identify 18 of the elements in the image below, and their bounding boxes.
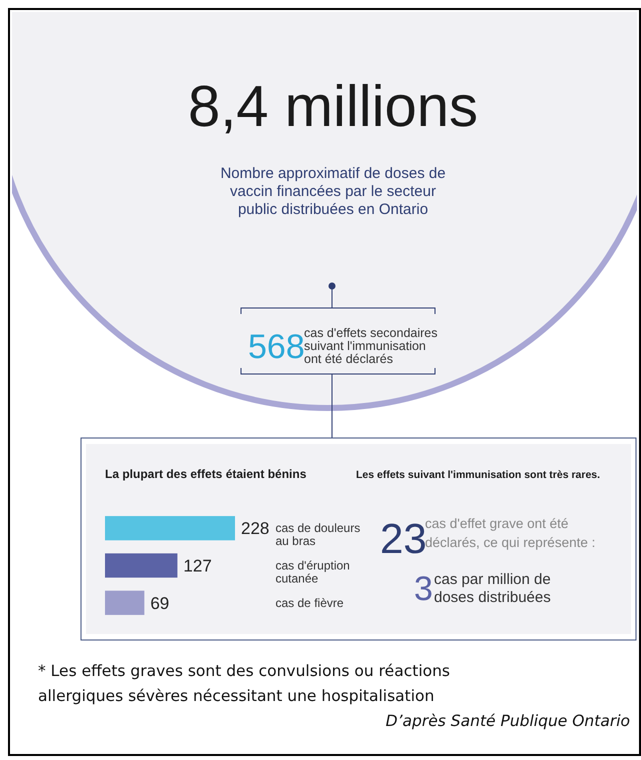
- chart-title: La plupart des effets étaient bénins: [105, 467, 307, 481]
- text: 568: [248, 328, 305, 366]
- data-label: 69: [150, 594, 170, 613]
- text: cas d'effets secondaires suivant l'immunisation ont été déclarés: [304, 326, 438, 366]
- text: D’après Santé Publique Ontario: [386, 712, 630, 730]
- text: * Les effets graves sont des convulsions ou réactions allergiques sévères nécessitant une hospitalisation: [38, 662, 450, 705]
- data-label: 127: [183, 556, 212, 576]
- text: cas par million de doses distribuées: [434, 571, 551, 606]
- text: 8,4 millions: [188, 74, 478, 139]
- y-tick-label: cas de fièvre: [276, 596, 344, 610]
- text: Les effets suivant l'immunisation sont très rares.: [356, 469, 600, 481]
- text: 23: [380, 515, 427, 562]
- text: Nombre approximatif de doses de vaccin financées par le secteur public distribuées en Ontario: [220, 165, 446, 218]
- y-tick-label: cas de douleurs au bras: [276, 521, 360, 548]
- text: cas d'effet grave ont été déclarés, ce qui représente :: [425, 516, 596, 550]
- text: 3: [414, 570, 433, 608]
- data-label: 228: [241, 519, 270, 538]
- y-tick-label: cas d'éruption cutanée: [276, 558, 350, 586]
